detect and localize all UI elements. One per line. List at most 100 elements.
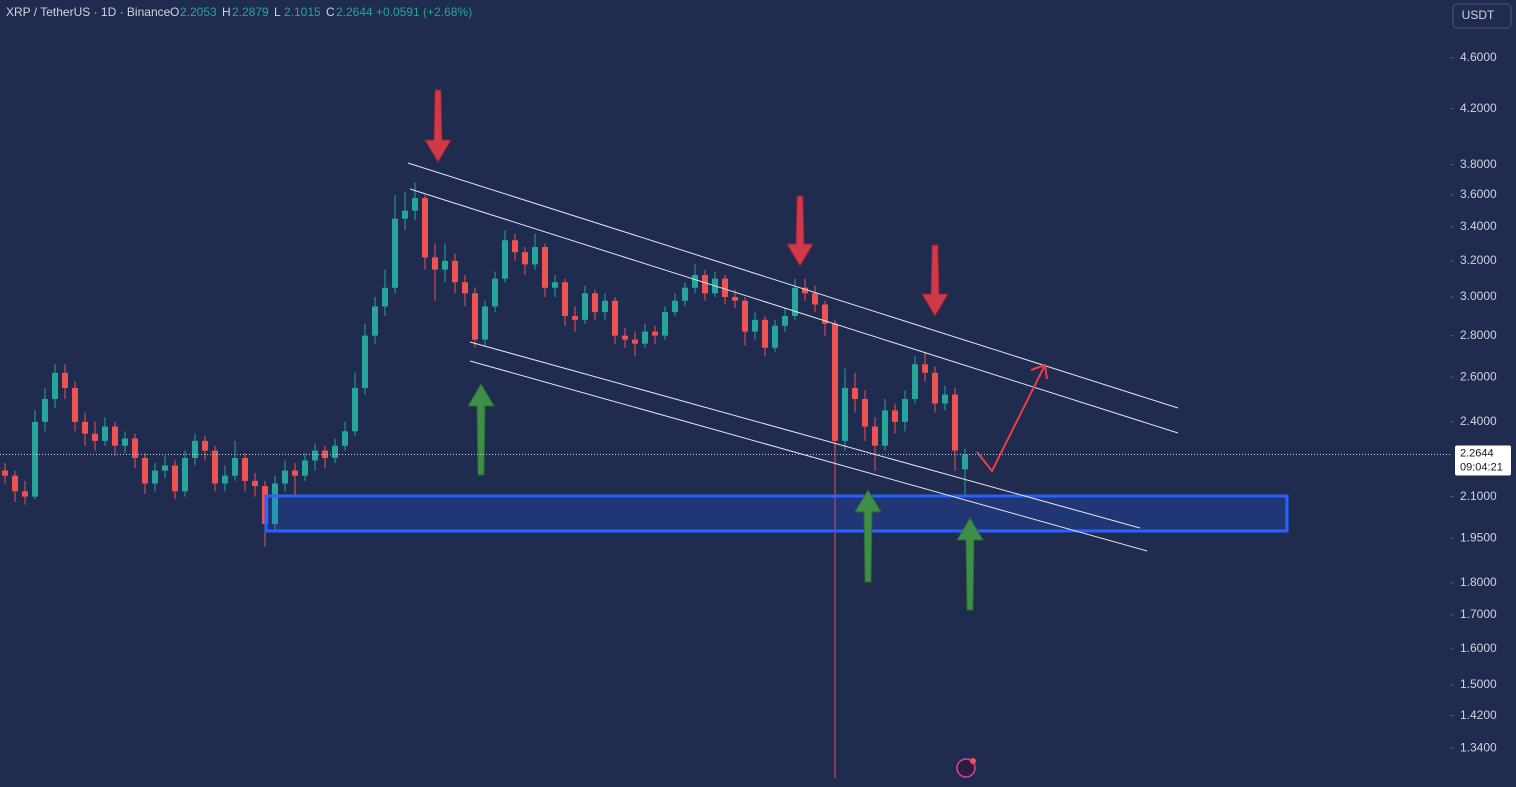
candle-body (82, 421, 88, 434)
candle-body (592, 293, 598, 313)
candle-body (802, 287, 808, 294)
candle-body (512, 240, 518, 253)
candle-body (772, 325, 778, 348)
candle-body (862, 399, 868, 427)
candle-body (462, 282, 468, 294)
y-tick-label: 1.4200 (1460, 708, 1497, 722)
up-arrow (854, 489, 882, 583)
candle-body (842, 387, 848, 441)
y-tick-label: 1.9500 (1460, 530, 1497, 544)
candle-body (382, 287, 388, 307)
down-arrow (786, 195, 814, 267)
candle-body (782, 315, 788, 326)
candle-body (922, 364, 928, 373)
currency-label[interactable]: USDT (1462, 8, 1495, 22)
candle-body (492, 278, 498, 307)
y-tick-label: 3.0000 (1460, 289, 1497, 303)
header-value: 2.2644 (336, 5, 373, 19)
header-label: H (222, 5, 231, 19)
candle-body (62, 372, 68, 388)
candle-body (172, 465, 178, 492)
candle-body (692, 275, 698, 288)
candle-body (102, 426, 108, 441)
candle-body (222, 475, 228, 484)
candle-body (882, 410, 888, 446)
y-tick-label: 2.4000 (1460, 414, 1497, 428)
candle-body (932, 372, 938, 404)
y-tick-label: 3.8000 (1460, 157, 1497, 171)
candle-body (292, 470, 298, 476)
candle-body (962, 454, 968, 470)
candle-body (632, 339, 638, 344)
candle-body (152, 470, 158, 484)
projection-arrow (976, 364, 1046, 473)
y-tick-label: 1.8000 (1460, 575, 1497, 589)
y-tick-label: 2.6000 (1460, 369, 1497, 383)
candle-body (792, 287, 798, 316)
candle-body (12, 475, 18, 492)
header-label: C (326, 5, 335, 19)
candle-body (412, 198, 418, 211)
candle-body (72, 387, 78, 422)
candle-body (952, 394, 958, 451)
candle-body (552, 282, 558, 288)
candle-body (212, 450, 218, 484)
y-tick-label: 3.6000 (1460, 187, 1497, 201)
projection-arrow-head (1030, 363, 1048, 380)
candle-body (642, 331, 648, 344)
candle-body (52, 372, 58, 400)
last-price-label: 2.2644 (1460, 447, 1494, 459)
candle-body (522, 252, 528, 265)
candle-body (332, 445, 338, 459)
candle-body (722, 278, 728, 297)
candle-body (732, 296, 738, 301)
candle-body (502, 240, 508, 279)
header-value: 2.2053 (180, 5, 217, 19)
icon[interactable] (956, 758, 976, 778)
y-tick-label: 2.8000 (1460, 328, 1497, 342)
countdown-label: 09:04:21 (1460, 461, 1503, 473)
y-tick-label: 2.1000 (1460, 489, 1497, 503)
candles (2, 182, 968, 779)
candle-body (812, 293, 818, 305)
candle-body (432, 257, 438, 270)
down-arrow (424, 89, 452, 163)
candle-body (22, 491, 28, 497)
price-axis: 4.6000 4.2000 3.8000 3.6000 3.4000 3.2000 3.00… (1450, 50, 1497, 754)
candle-body (192, 440, 198, 459)
candle-body (572, 315, 578, 320)
candle-body (602, 300, 608, 313)
currency-button[interactable]: USDT (1452, 3, 1512, 29)
down-arrow (921, 244, 949, 317)
y-tick-label: 1.6000 (1460, 641, 1497, 655)
channel-line (407, 162, 1179, 409)
up-arrow (467, 383, 495, 476)
candle-body (372, 306, 378, 336)
candle-body (302, 460, 308, 476)
candle-body (872, 426, 878, 446)
header-values: O 2.2053 H 2.2879 L 2.1015 C 2.2644 +0.0591 (+2.… (170, 5, 472, 19)
candle-body (622, 335, 628, 340)
candle-body (442, 260, 448, 270)
y-tick-label: 3.2000 (1460, 253, 1497, 267)
candle-body (752, 319, 758, 332)
candle-body (242, 458, 248, 481)
candle-body (142, 458, 148, 484)
y-tick-label: 3.4000 (1460, 219, 1497, 233)
header-value: 2.1015 (284, 5, 321, 19)
candle-body (542, 247, 548, 288)
candle-body (482, 306, 488, 340)
candle-body (362, 335, 368, 388)
candle-body (472, 293, 478, 340)
candle-body (582, 293, 588, 320)
alert-icon[interactable] (956, 758, 976, 778)
candle-body (452, 260, 458, 283)
header-label: L (274, 5, 281, 19)
currency-button-box[interactable] (1452, 3, 1512, 29)
candle-body (132, 438, 138, 459)
alert-dot (970, 758, 976, 764)
candle-body (942, 394, 948, 404)
candle-body (822, 304, 828, 324)
